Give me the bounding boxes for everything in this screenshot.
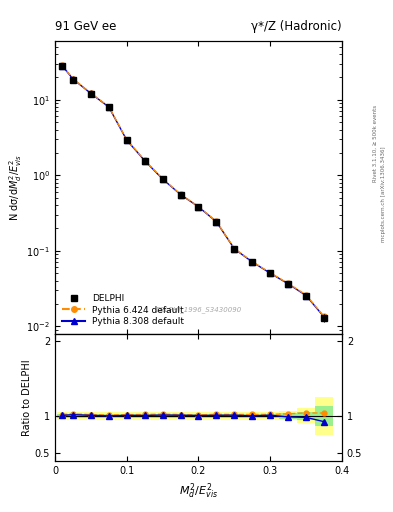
Y-axis label: N dσ/d$M_d^2$/$E^2_{vis}$: N dσ/d$M_d^2$/$E^2_{vis}$ bbox=[7, 154, 24, 221]
Text: γ*/Z (Hadronic): γ*/Z (Hadronic) bbox=[251, 20, 342, 33]
X-axis label: $M_d^2/E^2_{vis}$: $M_d^2/E^2_{vis}$ bbox=[179, 481, 218, 501]
Text: mcplots.cern.ch [arXiv:1306.3436]: mcplots.cern.ch [arXiv:1306.3436] bbox=[381, 147, 386, 242]
Y-axis label: Ratio to DELPHI: Ratio to DELPHI bbox=[22, 359, 32, 436]
Text: Rivet 3.1.10, ≥ 500k events: Rivet 3.1.10, ≥ 500k events bbox=[373, 105, 378, 182]
Legend: DELPHI, Pythia 6.424 default, Pythia 8.308 default: DELPHI, Pythia 6.424 default, Pythia 8.3… bbox=[59, 291, 187, 329]
Text: DELPHI_1996_S3430090: DELPHI_1996_S3430090 bbox=[155, 306, 242, 313]
Text: 91 GeV ee: 91 GeV ee bbox=[55, 20, 116, 33]
